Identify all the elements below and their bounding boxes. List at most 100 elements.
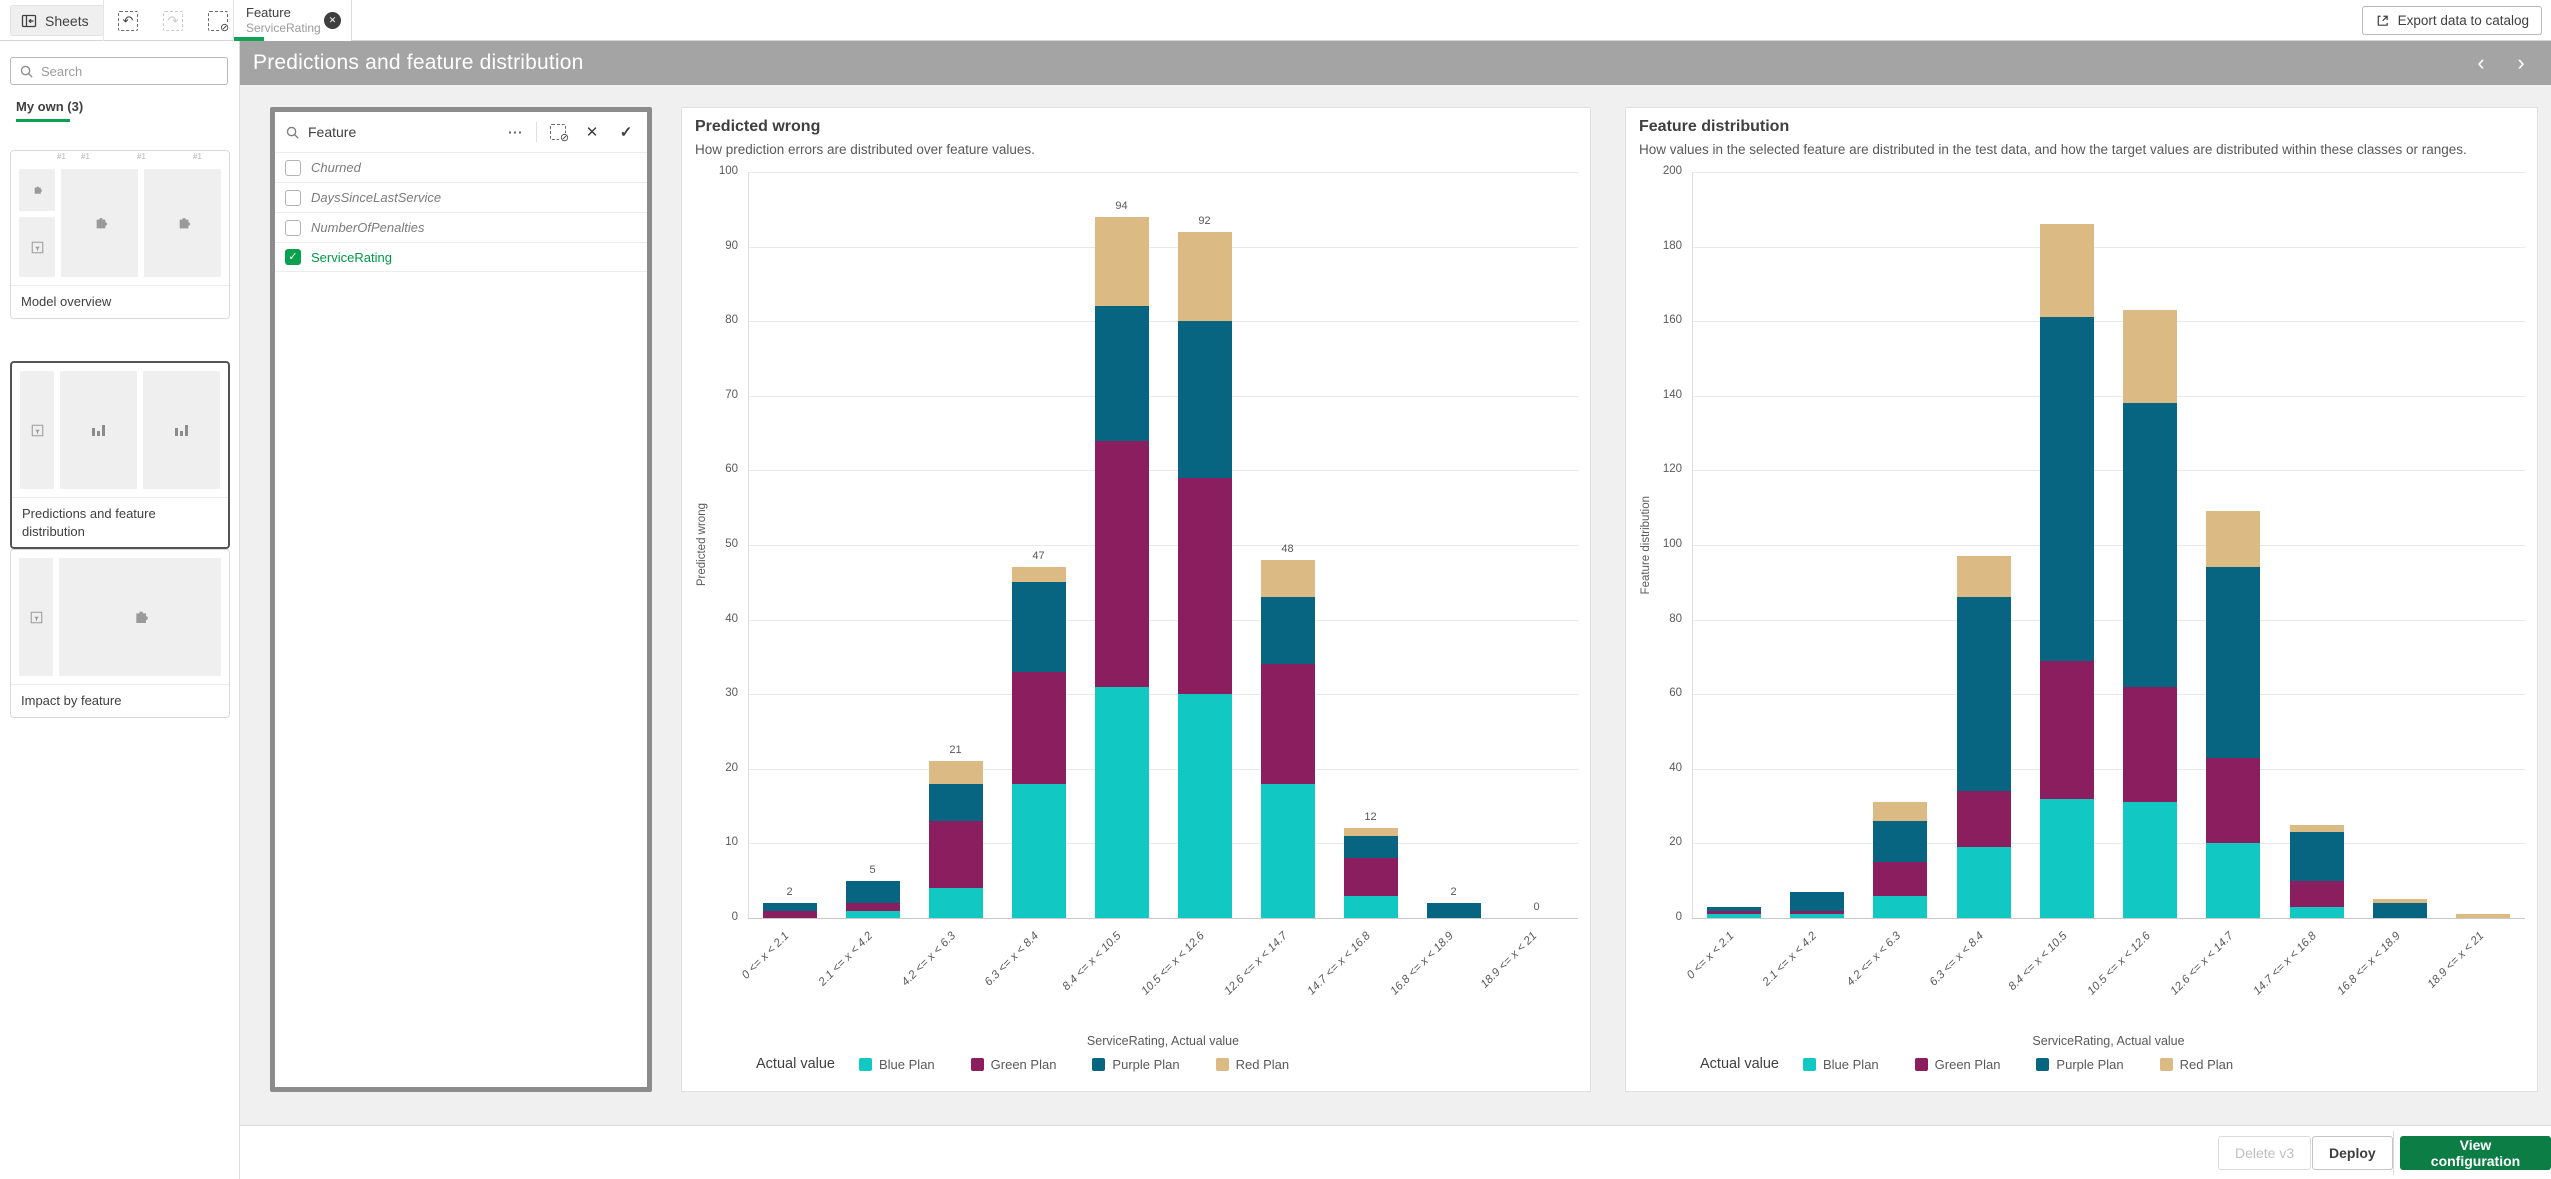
bar-segment-red-plan[interactable] xyxy=(2039,224,2094,318)
bar-segment-purple-plan[interactable] xyxy=(1260,597,1315,665)
sheets-button[interactable]: Sheets xyxy=(10,5,104,36)
bar-segment-purple-plan[interactable] xyxy=(1426,903,1481,918)
tab-feature[interactable]: Feature ServiceRating ✕ xyxy=(233,0,352,41)
search-input[interactable] xyxy=(41,63,219,79)
bar-segment-purple-plan[interactable] xyxy=(1177,321,1232,478)
bar-segment-green-plan[interactable] xyxy=(2039,660,2094,799)
checkbox-checked[interactable]: ✓ xyxy=(285,249,301,265)
sheet-card-label: Impact by feature xyxy=(11,684,229,717)
bar-segment-green-plan[interactable] xyxy=(1789,910,1844,915)
bar-segment-red-plan[interactable] xyxy=(1094,216,1149,307)
bar-segment-green-plan[interactable] xyxy=(762,910,817,918)
bar-total-label: 12 xyxy=(1364,811,1377,824)
bar-segment-blue-plan[interactable] xyxy=(2123,802,2178,918)
bar-segment-purple-plan[interactable] xyxy=(2039,317,2094,661)
deploy-button[interactable]: Deploy xyxy=(2312,1136,2393,1170)
sheet-card-impact-by-feature[interactable]: Impact by feature xyxy=(10,549,230,718)
bar-segment-blue-plan[interactable] xyxy=(1956,847,2011,918)
legend-swatch xyxy=(1914,1057,1928,1071)
tab-close-icon[interactable]: ✕ xyxy=(324,12,341,29)
legend-swatch xyxy=(1215,1057,1229,1071)
clear-selections-icon[interactable]: ⊘ xyxy=(208,11,231,34)
bar-segment-green-plan[interactable] xyxy=(2206,757,2261,844)
bar-segment-green-plan[interactable] xyxy=(1011,671,1066,784)
bar-segment-blue-plan[interactable] xyxy=(1706,914,1761,918)
bar-segment-purple-plan[interactable] xyxy=(762,903,817,911)
checkbox-unchecked[interactable] xyxy=(285,159,301,176)
bar-segment-red-plan[interactable] xyxy=(2456,914,2511,918)
sheet-card-model-overview[interactable]: #1 #1 #1 #1 Model xyxy=(10,150,230,319)
export-data-button[interactable]: Export data to catalog xyxy=(2361,6,2542,35)
bar-segment-red-plan[interactable] xyxy=(1260,559,1315,598)
checkbox-unchecked[interactable] xyxy=(285,219,301,236)
bar-segment-green-plan[interactable] xyxy=(1260,664,1315,784)
bar-segment-purple-plan[interactable] xyxy=(1956,597,2011,792)
bar-segment-blue-plan[interactable] xyxy=(2206,843,2261,918)
bar-segment-purple-plan[interactable] xyxy=(1789,891,1844,911)
undo-icon[interactable]: ↶ xyxy=(118,11,138,31)
bar-segment-purple-plan[interactable] xyxy=(2123,403,2178,687)
bar-segment-blue-plan[interactable] xyxy=(1343,895,1398,918)
bar-segment-green-plan[interactable] xyxy=(1177,477,1232,695)
top-toolbar: Sheets ↶ ↷ ⊘ Feature ServiceRating ✕ Exp… xyxy=(0,0,2551,41)
delete-version-button[interactable]: Delete v3 xyxy=(2218,1136,2312,1170)
more-options-icon[interactable]: ⋯ xyxy=(507,124,523,141)
sheet-card-predictions-selected[interactable]: Predictions and feature distribution xyxy=(10,361,230,550)
filter-item-numberofpenalties[interactable]: NumberOfPenalties xyxy=(275,212,647,242)
bar-segment-blue-plan[interactable] xyxy=(928,888,983,918)
chart-title: Predicted wrong xyxy=(695,118,821,135)
confirm-selection-icon[interactable]: ✓ xyxy=(619,124,633,141)
bar-segment-purple-plan[interactable] xyxy=(1011,582,1066,672)
bar-segment-red-plan[interactable] xyxy=(928,761,983,784)
checkbox-unchecked[interactable] xyxy=(285,189,301,206)
view-configuration-button[interactable]: View configuration xyxy=(2400,1136,2551,1170)
filter-item-dayssincelastservice[interactable]: DaysSinceLastService xyxy=(275,182,647,212)
bar-segment-red-plan[interactable] xyxy=(2123,310,2178,404)
redo-icon[interactable]: ↷ xyxy=(163,11,183,31)
bar-segment-purple-plan[interactable] xyxy=(2289,832,2344,881)
bar-segment-purple-plan[interactable] xyxy=(845,880,900,904)
sidebar-search[interactable] xyxy=(10,57,228,85)
bar-segment-purple-plan[interactable] xyxy=(1706,906,1761,911)
bar-segment-blue-plan[interactable] xyxy=(1177,694,1232,918)
bar-segment-blue-plan[interactable] xyxy=(845,910,900,918)
bar-segment-green-plan[interactable] xyxy=(2289,880,2344,907)
clear-selection-icon[interactable]: ⊘ xyxy=(545,119,571,145)
bar-segment-green-plan[interactable] xyxy=(1956,791,2011,848)
y-axis-tick-label: 100 xyxy=(718,165,738,177)
bar-segment-red-plan[interactable] xyxy=(1177,231,1232,322)
bar-segment-green-plan[interactable] xyxy=(1343,858,1398,896)
previous-sheet-icon[interactable]: ‹ xyxy=(2477,50,2485,75)
bar-segment-red-plan[interactable] xyxy=(1873,802,1928,821)
bar-segment-purple-plan[interactable] xyxy=(1873,821,1928,863)
bar-segment-blue-plan[interactable] xyxy=(2289,906,2344,918)
bar-segment-red-plan[interactable] xyxy=(1343,828,1398,836)
bar-segment-green-plan[interactable] xyxy=(2123,686,2178,803)
bar-segment-red-plan[interactable] xyxy=(2289,824,2344,833)
bar-segment-purple-plan[interactable] xyxy=(1094,306,1149,441)
cancel-selection-icon[interactable]: ✕ xyxy=(585,124,599,141)
bar-segment-red-plan[interactable] xyxy=(2373,899,2428,904)
bar-segment-green-plan[interactable] xyxy=(1706,910,1761,915)
bar-segment-blue-plan[interactable] xyxy=(1011,783,1066,918)
bar-segment-green-plan[interactable] xyxy=(1873,862,1928,896)
bar-segment-blue-plan[interactable] xyxy=(2039,798,2094,918)
bar-segment-purple-plan[interactable] xyxy=(1343,835,1398,859)
bar-segment-red-plan[interactable] xyxy=(1956,556,2011,598)
bar-segment-red-plan[interactable] xyxy=(2206,511,2261,568)
bar-segment-red-plan[interactable] xyxy=(1011,567,1066,583)
y-axis-tick-label: 200 xyxy=(1662,165,1682,177)
bar-segment-blue-plan[interactable] xyxy=(1260,783,1315,918)
next-sheet-icon[interactable]: › xyxy=(2517,50,2525,75)
bar-segment-blue-plan[interactable] xyxy=(1094,686,1149,918)
filter-item-servicerating[interactable]: ✓ ServiceRating xyxy=(275,242,647,272)
bar-segment-green-plan[interactable] xyxy=(1094,440,1149,687)
bar-segment-purple-plan[interactable] xyxy=(928,783,983,822)
bar-segment-green-plan[interactable] xyxy=(845,903,900,911)
bar-segment-blue-plan[interactable] xyxy=(1873,895,1928,918)
filter-item-churned[interactable]: Churned xyxy=(275,152,647,182)
bar-segment-purple-plan[interactable] xyxy=(2206,567,2261,758)
bar-segment-green-plan[interactable] xyxy=(928,821,983,889)
bar-segment-blue-plan[interactable] xyxy=(1789,914,1844,918)
bar-segment-purple-plan[interactable] xyxy=(2373,903,2428,918)
